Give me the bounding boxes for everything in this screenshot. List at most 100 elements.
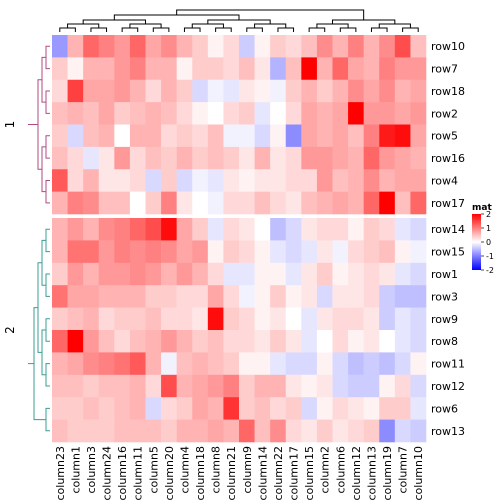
heatmap-cell	[207, 146, 224, 170]
heatmap-cell	[316, 374, 333, 398]
heatmap-cell	[239, 285, 255, 308]
heatmap-cell	[114, 169, 131, 192]
heatmap-cell	[83, 352, 100, 376]
heatmap-cell	[285, 397, 302, 420]
heatmap-cell	[316, 102, 333, 125]
heatmap-cell	[270, 57, 287, 81]
heatmap-cell	[394, 57, 411, 81]
heatmap-cell	[207, 419, 224, 443]
column-dendrogram-branch	[215, 27, 232, 32]
column-label-column10: column10	[412, 446, 425, 501]
heatmap-cell	[394, 374, 411, 398]
heatmap-cell	[410, 169, 427, 192]
heatmap-cell	[316, 397, 333, 420]
column-label-column8: column8	[210, 446, 223, 494]
heatmap-cell	[316, 352, 333, 376]
heatmap-cell	[192, 352, 209, 376]
heatmap-cell	[316, 57, 333, 81]
heatmap-cell	[207, 191, 224, 215]
heatmap-cell	[176, 102, 193, 125]
heatmap-cell	[98, 352, 115, 376]
heatmap-cell	[114, 285, 131, 308]
row-dendrogram-branch	[45, 273, 50, 297]
heatmap-cell	[363, 307, 380, 331]
heatmap-cell	[223, 240, 240, 264]
heatmap-cell	[363, 240, 380, 264]
heatmap-cell	[394, 397, 411, 420]
heatmap-cell	[129, 102, 146, 125]
heatmap-cell	[161, 240, 177, 264]
heatmap-cell	[176, 79, 193, 103]
heatmap-cell	[270, 169, 287, 192]
heatmap-cell	[223, 330, 240, 353]
heatmap-cell	[348, 79, 364, 103]
heatmap-cell	[285, 352, 302, 376]
heatmap-cell	[410, 352, 427, 376]
heatmap-cell	[379, 352, 396, 376]
heatmap-cell	[52, 124, 68, 148]
heatmap-cell	[145, 419, 162, 443]
heatmap-cell	[83, 397, 100, 420]
column-label-column20: column20	[163, 446, 176, 501]
heatmap-cell	[379, 35, 396, 58]
heatmap-cell	[52, 146, 68, 170]
heatmap-cell	[363, 352, 380, 376]
row-dendrogram-branch	[45, 407, 50, 432]
heatmap-cell	[332, 57, 349, 81]
heatmap-cell	[301, 35, 318, 58]
heatmap-cell	[348, 307, 364, 331]
heatmap-cell	[254, 307, 271, 331]
heatmap-cell	[301, 240, 318, 264]
heatmap-cell	[129, 57, 146, 81]
heatmap-cell	[363, 330, 380, 353]
heatmap-cell	[394, 79, 411, 103]
heatmap-cell	[161, 262, 177, 286]
column-dendrogram-branch	[152, 27, 170, 32]
row-label-row3: row3	[431, 290, 458, 303]
column-dendrogram-branch	[370, 27, 388, 32]
heatmap-cell	[301, 102, 318, 125]
heatmap-cell	[207, 307, 224, 331]
heatmap-cell	[98, 262, 115, 286]
heatmap-cell	[254, 352, 271, 376]
heatmap-cell	[239, 124, 255, 148]
heatmap-cell	[410, 146, 427, 170]
heatmap-cell	[223, 146, 240, 170]
heatmap-cell	[98, 374, 115, 398]
legend-tick-label: 1	[486, 224, 491, 233]
heatmap-cell	[301, 397, 318, 420]
heatmap-cell	[192, 240, 209, 264]
heatmap-cell	[285, 218, 302, 241]
heatmap-cell	[301, 169, 318, 192]
column-dendrogram-branch	[308, 27, 326, 32]
heatmap-cell	[239, 191, 255, 215]
heatmap-cell	[410, 57, 427, 81]
heatmap-cell	[145, 352, 162, 376]
heatmap-cell	[379, 262, 396, 286]
heatmap-cell	[239, 330, 255, 353]
heatmap-cell	[348, 285, 364, 308]
heatmap-cell	[316, 419, 333, 443]
heatmap-cell	[83, 79, 100, 103]
row-dendrogram-branch	[37, 262, 42, 353]
heatmap-cell	[114, 191, 131, 215]
row-dendrogram-branch	[45, 179, 50, 204]
heatmap-cell	[192, 397, 209, 420]
heatmap-cell	[379, 419, 396, 443]
heatmap-cell	[332, 285, 349, 308]
row-dendrogram-branch	[33, 307, 46, 421]
heatmap-cell	[410, 240, 427, 264]
heatmap-cell	[301, 218, 318, 241]
heatmap-cell	[379, 169, 396, 192]
column-dendrogram	[59, 9, 419, 32]
heatmap-cell	[192, 57, 209, 81]
heatmap-cell	[332, 218, 349, 241]
heatmap-cell	[192, 79, 209, 103]
heatmap-cell	[379, 102, 396, 125]
heatmap-cell	[332, 79, 349, 103]
heatmap-cell	[285, 57, 302, 81]
row-label-row6: row6	[431, 402, 458, 415]
heatmap-cell	[285, 146, 302, 170]
heatmap-cell	[363, 374, 380, 398]
heatmap-cell	[207, 124, 224, 148]
